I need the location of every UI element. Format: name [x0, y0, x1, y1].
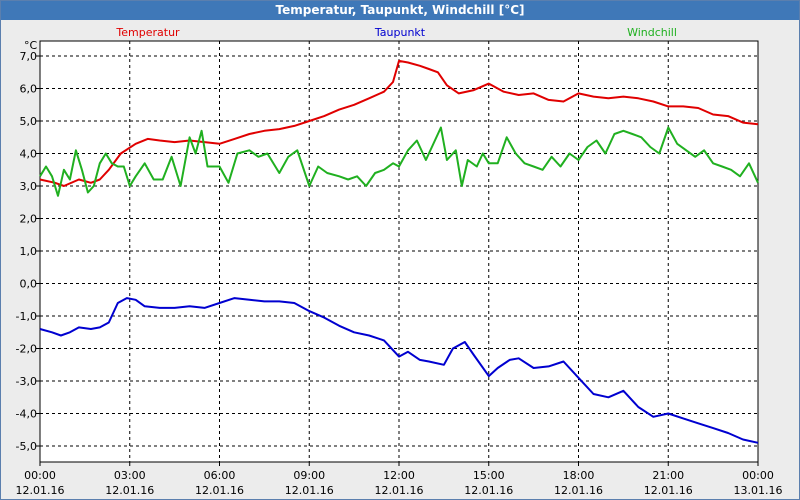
x-tick-time-label: 00:00: [742, 469, 774, 482]
x-tick-time-label: 00:00: [24, 469, 56, 482]
y-tick-label: -4,0: [16, 408, 37, 421]
x-tick-time-label: 21:00: [652, 469, 684, 482]
x-tick-date-label: 12.01.16: [16, 484, 65, 497]
x-tick-time-label: 12:00: [383, 469, 415, 482]
x-tick-date-label: 12.01.16: [195, 484, 244, 497]
grid-lines: [40, 41, 758, 462]
x-tick-time-label: 09:00: [293, 469, 325, 482]
y-axis: 7,0 6,0 5,0 4,0 3,0 2,0 1,0 0,0 -1,0 -2,0 -3,0 -4,0…: [16, 50, 40, 453]
y-tick-label: -2,0: [16, 343, 37, 356]
x-tick-date-label: 12.01.16: [285, 484, 334, 497]
y-axis-unit-label: °C: [24, 39, 38, 52]
x-tick-date-label: 12.01.16: [554, 484, 603, 497]
y-tick-label: 0,0: [20, 278, 38, 291]
y-tick-label: 2,0: [20, 213, 38, 226]
y-tick-label: 4,0: [20, 148, 38, 161]
y-tick-label: -1,0: [16, 310, 37, 323]
legend-temperatur: Temperatur: [115, 26, 180, 39]
x-tick-date-label: 12.01.16: [464, 484, 513, 497]
y-tick-label: 6,0: [20, 83, 38, 96]
series-line-windchill: [39, 126, 759, 197]
x-tick-date-label: 12.01.16: [105, 484, 154, 497]
y-tick-label: 1,0: [20, 245, 38, 258]
x-tick-date-label: 12.01.16: [375, 484, 424, 497]
legend-windchill: Windchill: [627, 26, 677, 39]
x-axis: 00:00 12.01.16 03:00 12.01.16 06:00 12.01.16 0…: [16, 462, 783, 497]
x-tick-time-label: 15:00: [473, 469, 505, 482]
legend-taupunkt: Taupunkt: [374, 26, 426, 39]
y-tick-label: 5,0: [20, 115, 38, 128]
series-line-taupunkt: [39, 297, 759, 444]
y-tick-label: -3,0: [16, 375, 37, 388]
window-title: Temperatur, Taupunkt, Windchill [°C]: [1, 1, 799, 20]
y-tick-label: 3,0: [20, 180, 38, 193]
series-line-temperatur: [39, 59, 759, 187]
x-tick-time-label: 06:00: [204, 469, 236, 482]
series-lines: [39, 59, 759, 444]
x-tick-date-label: 13.01.16: [734, 484, 783, 497]
x-tick-time-label: 18:00: [563, 469, 595, 482]
x-tick-time-label: 03:00: [114, 469, 146, 482]
y-tick-label: 7,0: [20, 50, 38, 63]
y-tick-label: -5,0: [16, 440, 37, 453]
x-tick-date-label: 12.01.16: [644, 484, 693, 497]
